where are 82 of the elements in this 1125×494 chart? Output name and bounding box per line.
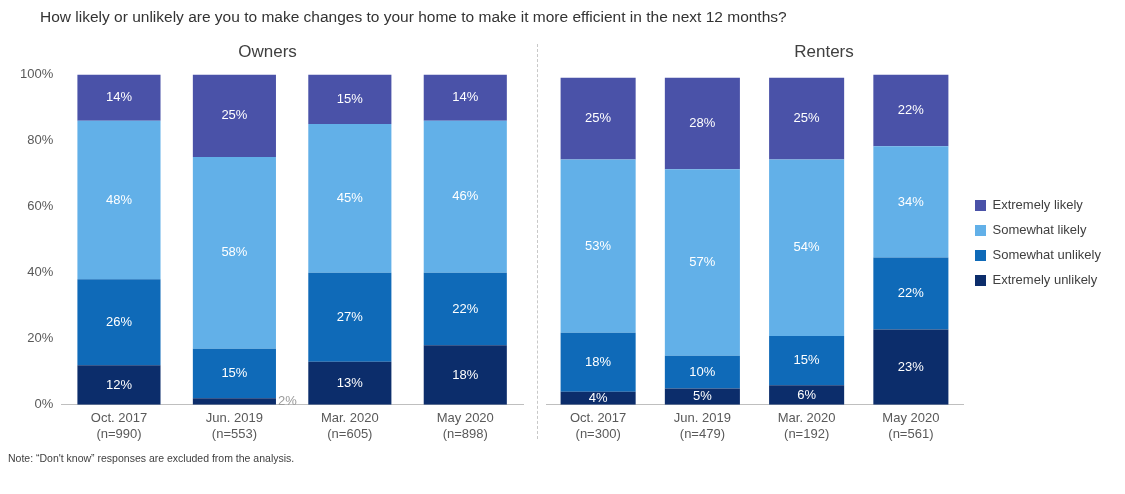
- data-label: 45%: [336, 189, 364, 205]
- data-label: 46%: [452, 188, 479, 204]
- y-tick-label: 100%: [20, 65, 54, 81]
- data-label: 18%: [452, 366, 479, 382]
- x-tick-label: Jun. 2019 (n=553): [205, 410, 263, 441]
- chart-title: How likely or unlikely are you to make changes to your home to make it more efficient in the next 12 months?: [40, 8, 788, 27]
- bar: [560, 159, 636, 333]
- bar: [77, 279, 161, 366]
- data-label: 28%: [689, 115, 716, 131]
- bar: [77, 365, 161, 405]
- data-label: 13%: [336, 374, 364, 390]
- data-label: 25%: [585, 110, 612, 126]
- bar: [77, 74, 161, 121]
- data-label: 23%: [897, 358, 925, 374]
- data-label: 57%: [689, 254, 716, 270]
- data-label: 14%: [105, 89, 133, 105]
- data-label: 6%: [797, 386, 817, 402]
- y-tick-label: 40%: [27, 264, 54, 280]
- data-label: 14%: [452, 89, 479, 105]
- y-tick-label: 0%: [34, 396, 54, 412]
- chart-subtitle: Owners: [238, 41, 297, 61]
- legend-label: Extremely likely: [992, 197, 1084, 213]
- bar: [664, 169, 740, 356]
- bar: [192, 157, 276, 349]
- bar: [308, 361, 392, 405]
- bar: [192, 348, 276, 399]
- bar: [192, 398, 276, 405]
- legend-label: Extremely unlikely: [992, 272, 1098, 288]
- y-tick-label: 20%: [27, 330, 54, 346]
- data-label: 15%: [336, 90, 364, 106]
- bar: [77, 120, 161, 280]
- bar: [873, 329, 949, 405]
- x-tick-label: Oct. 2017 (n=300): [569, 410, 627, 441]
- data-label: 27%: [336, 308, 364, 324]
- data-label: 22%: [897, 101, 925, 117]
- data-label: 12%: [105, 376, 133, 392]
- bar: [423, 272, 507, 346]
- data-label: 25%: [793, 110, 821, 126]
- data-label: 4%: [588, 389, 608, 405]
- bar: [664, 355, 740, 389]
- y-tick-label: 60%: [27, 198, 54, 214]
- bar: [769, 159, 845, 337]
- data-label: 26%: [105, 313, 133, 329]
- bar: [423, 345, 507, 405]
- bar: [192, 74, 276, 157]
- bar: [873, 74, 949, 147]
- data-label: 53%: [585, 237, 612, 253]
- data-label: 10%: [689, 363, 716, 379]
- bar: [769, 336, 845, 386]
- x-tick-label: Oct. 2017 (n=990): [90, 410, 148, 441]
- bar: [423, 74, 507, 121]
- bar: [769, 77, 845, 160]
- bar: [308, 123, 392, 273]
- text: Note: “Don't know” responses are excluded from the analysis.: [8, 452, 296, 464]
- data-label: 54%: [793, 239, 821, 255]
- x-tick-label: May 2020 (n=898): [436, 410, 494, 441]
- data-label: 22%: [897, 285, 925, 301]
- bar: [308, 74, 392, 124]
- data-label: 5%: [692, 388, 713, 404]
- chart-subtitle: Renters: [794, 41, 854, 61]
- bar: [560, 77, 636, 160]
- x-tick-label: May 2020 (n=561): [882, 410, 940, 441]
- data-label: 18%: [585, 353, 612, 369]
- legend-label: Somewhat unlikely: [992, 247, 1102, 263]
- data-label: 34%: [897, 193, 925, 209]
- y-tick-label: 80%: [27, 132, 54, 148]
- data-label: 48%: [105, 191, 133, 207]
- data-label: 15%: [221, 364, 248, 380]
- bar: [423, 120, 507, 273]
- data-label: 22%: [452, 300, 479, 316]
- data-label: 58%: [221, 244, 248, 260]
- bar: [664, 77, 740, 170]
- bar: [308, 272, 392, 362]
- x-tick-label: Mar. 2020 (n=605): [320, 410, 379, 441]
- bar: [560, 332, 636, 392]
- bar: [873, 146, 949, 258]
- data-label: 25%: [221, 107, 248, 123]
- x-tick-label: Jun. 2019 (n=479): [673, 410, 731, 441]
- x-tick-label: Mar. 2020 (n=192): [777, 410, 836, 441]
- data-label: 15%: [793, 352, 821, 368]
- bar: [873, 257, 949, 330]
- legend-label: Somewhat likely: [992, 222, 1087, 238]
